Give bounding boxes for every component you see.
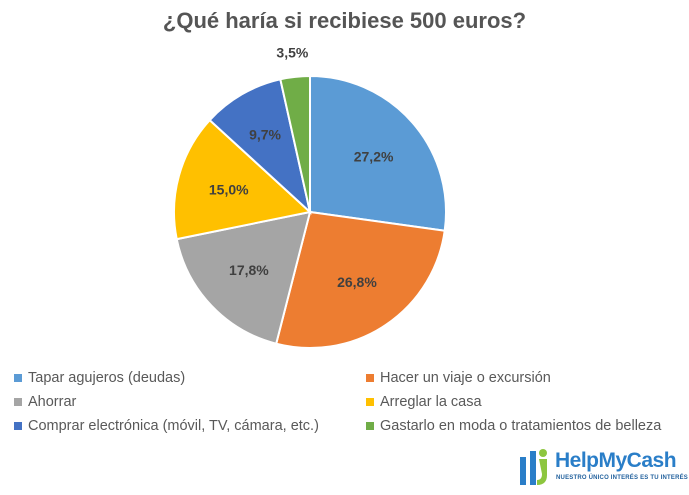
logo-name: HelpMyCash: [555, 449, 677, 472]
legend-label-6: Gastarlo en moda o tratamientos de belle…: [380, 418, 662, 434]
slice-data-label-5: 9,7%: [249, 126, 281, 142]
legend-label-3: Ahorrar: [28, 394, 77, 410]
legend-label-2: Hacer un viaje o excursión: [380, 370, 551, 386]
helpmycash-logo: HelpMyCash NUESTRO ÚNICO INTERÉS ES TU I…: [519, 447, 688, 489]
legend-item-4: Arreglar la casa: [366, 391, 684, 413]
pie-slice-4: [173, 118, 313, 241]
legend-label-4: Arreglar la casa: [380, 394, 482, 410]
legend-item-5: Comprar electrónica (móvil, TV, cámara, …: [14, 415, 366, 437]
legend-label-1: Tapar agujeros (deudas): [28, 370, 186, 386]
slice-data-label-4: 15,0%: [209, 181, 249, 197]
slice-data-label-6: 3,5%: [276, 44, 308, 60]
legend-item-3: Ahorrar: [14, 391, 366, 413]
pie-slice-2: [274, 210, 446, 349]
legend-item-1: Tapar agujeros (deudas): [14, 367, 366, 389]
slice-data-label-2: 26,8%: [337, 274, 377, 290]
pie-slice-3: [175, 210, 312, 345]
legend-label-5: Comprar electrónica (móvil, TV, cámara, …: [28, 418, 319, 434]
pie-chart: 27,2% 26,8% 17,8% 15,0% 9,7% 3,5%: [173, 44, 447, 349]
legend-swatch-5: [14, 422, 22, 430]
slice-data-label-1: 27,2%: [354, 149, 394, 165]
pie-data-labels: 27,2% 26,8% 17,8% 15,0% 9,7% 3,5%: [209, 44, 394, 290]
legend-item-2: Hacer un viaje o excursión: [366, 367, 684, 389]
chart-legend: Tapar agujeros (deudas) Hacer un viaje o …: [14, 367, 684, 437]
pie-slice-6: [279, 74, 311, 213]
slice-data-label-3: 17,8%: [229, 262, 269, 278]
legend-swatch-2: [366, 374, 374, 382]
legend-swatch-3: [14, 398, 22, 406]
legend-swatch-4: [366, 398, 374, 406]
legend-item-6: Gastarlo en moda o tratamientos de belle…: [366, 415, 684, 437]
chart-title: ¿Qué haría si recibiese 500 euros?: [162, 8, 527, 33]
pie-slices: [173, 74, 447, 349]
legend-swatch-6: [366, 422, 374, 430]
helpmycash-logo-icon: [520, 449, 547, 485]
pie-slice-1: [309, 74, 447, 232]
logo-tagline: NUESTRO ÚNICO INTERÉS ES TU INTERÉS: [556, 475, 689, 481]
legend-swatch-1: [14, 374, 22, 382]
pie-slice-5: [208, 78, 312, 215]
